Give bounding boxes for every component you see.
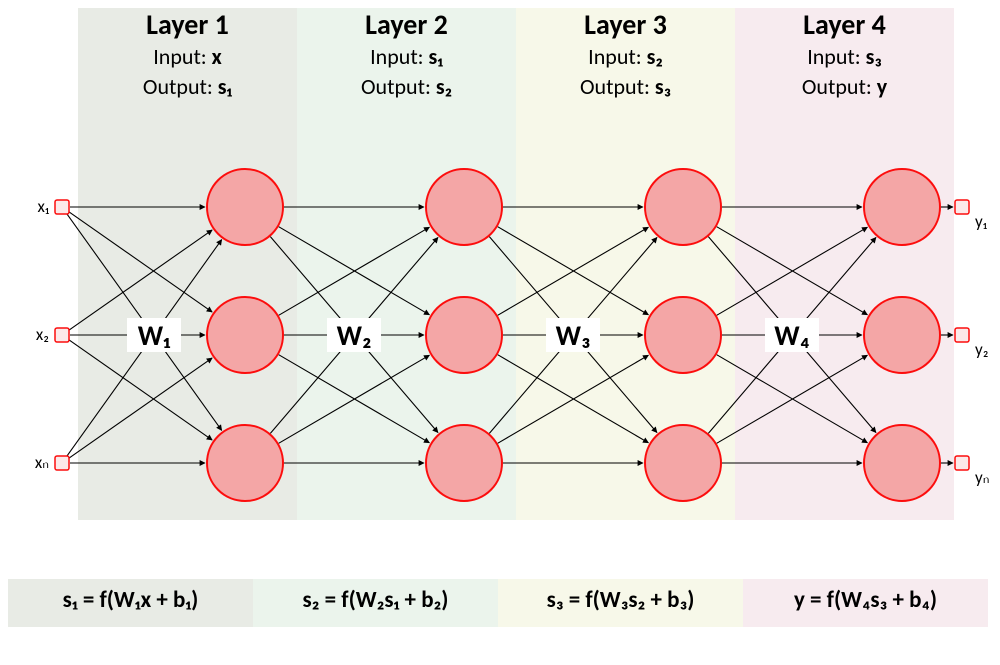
node-layer1-3 <box>207 425 283 501</box>
node-layer4-2 <box>864 297 940 373</box>
neural-network-diagram: Layer 1Input: xOutput: s₁Layer 2Input: s… <box>0 0 1000 665</box>
output-box-2 <box>955 328 969 342</box>
weight-label-1: W₁ <box>138 318 170 353</box>
output-box-3 <box>955 456 969 470</box>
input-label-1: x₁ <box>37 196 49 217</box>
equation-1: s₁ = f(W₁x + b₁) <box>63 586 199 614</box>
layer-header-4: Layer 4Input: s₃ Output: y <box>802 7 888 100</box>
layer-output-3: Output: s₃ <box>580 73 671 100</box>
input-box-1 <box>55 200 69 214</box>
node-layer4-1 <box>864 169 940 245</box>
output-label-2: y₂ <box>975 339 988 360</box>
layer-title-4: Layer 4 <box>803 7 886 42</box>
weight-label-3: W₃ <box>556 318 591 353</box>
input-box-3 <box>55 456 69 470</box>
layer-title-1: Layer 1 <box>146 7 229 42</box>
layer-output-2: Output: s₂ <box>361 73 452 100</box>
output-box-1 <box>955 200 969 214</box>
output-label-1: y₁ <box>975 211 988 232</box>
layer-input-3: Input: s₂ <box>588 43 663 70</box>
node-layer3-1 <box>645 169 721 245</box>
weight-label-2: W₂ <box>337 318 372 353</box>
layer-output-1: Output: s₁ <box>143 73 233 100</box>
input-label-3: xₙ <box>35 452 49 473</box>
output-label-3: yₙ <box>975 467 989 488</box>
node-layer1-2 <box>207 297 283 373</box>
weight-label-4: W₄ <box>774 318 810 353</box>
equation-4: y = f(W₄s₃ + b₄) <box>794 586 937 614</box>
input-box-2 <box>55 328 69 342</box>
equation-2: s₂ = f(W₂s₁ + b₂) <box>303 586 449 614</box>
equation-3: s₃ = f(W₃s₂ + b₃) <box>547 586 695 614</box>
layer-title-2: Layer 2 <box>365 7 448 42</box>
node-layer1-1 <box>207 169 283 245</box>
node-layer3-3 <box>645 425 721 501</box>
node-layer2-1 <box>426 169 502 245</box>
node-layer4-3 <box>864 425 940 501</box>
layer-header-1: Layer 1Input: x Output: s₁ <box>143 7 233 100</box>
layer-header-3: Layer 3Input: s₂ Output: s₃ <box>580 7 671 100</box>
layer-input-2: Input: s₁ <box>370 43 443 70</box>
layer-input-4: Input: s₃ <box>807 43 882 70</box>
layer-header-2: Layer 2Input: s₁ Output: s₂ <box>361 7 452 100</box>
layer-input-1: Input: x <box>153 43 222 70</box>
input-label-2: x₂ <box>36 324 49 345</box>
layer-output-4: Output: y <box>802 73 888 100</box>
node-layer2-2 <box>426 297 502 373</box>
node-layer2-3 <box>426 425 502 501</box>
layer-title-3: Layer 3 <box>584 7 667 42</box>
node-layer3-2 <box>645 297 721 373</box>
